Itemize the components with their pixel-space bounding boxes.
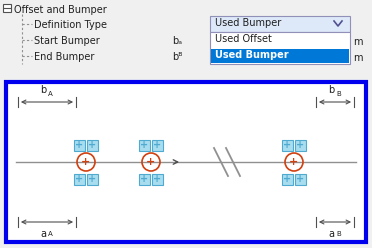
Text: Used Offset: Used Offset <box>215 34 272 44</box>
Bar <box>74 174 85 185</box>
Bar <box>210 16 350 32</box>
Text: +: + <box>89 174 97 184</box>
Text: +: + <box>141 174 148 184</box>
Bar <box>210 32 350 64</box>
Bar <box>295 139 306 151</box>
Text: a: a <box>40 229 46 239</box>
Bar <box>282 174 293 185</box>
Text: +: + <box>283 140 292 150</box>
Text: m: m <box>353 37 363 47</box>
Text: End Bumper: End Bumper <box>34 52 94 62</box>
Bar <box>6 82 366 242</box>
Text: b: b <box>40 85 46 95</box>
Text: +: + <box>76 174 84 184</box>
Text: Start Bumper: Start Bumper <box>34 36 100 46</box>
Text: +: + <box>146 157 155 167</box>
Text: Definition Type: Definition Type <box>34 20 107 30</box>
Text: Used Bumper: Used Bumper <box>215 19 281 29</box>
Bar <box>139 139 150 151</box>
Bar <box>87 139 98 151</box>
Text: +: + <box>89 140 97 150</box>
Text: +: + <box>153 140 161 150</box>
Bar <box>87 174 98 185</box>
Text: Offset and Bumper: Offset and Bumper <box>14 5 107 15</box>
Text: b: b <box>328 85 334 95</box>
Text: bᴮ: bᴮ <box>172 52 182 62</box>
Bar <box>74 139 85 151</box>
Text: +: + <box>283 174 292 184</box>
Bar <box>152 174 163 185</box>
Bar <box>152 139 163 151</box>
Text: +: + <box>76 140 84 150</box>
Text: A: A <box>48 91 53 97</box>
Text: B: B <box>336 91 341 97</box>
Text: Used Bumper: Used Bumper <box>215 51 289 61</box>
Bar <box>295 174 306 185</box>
Text: B: B <box>336 231 341 237</box>
Text: +: + <box>296 140 305 150</box>
Text: +: + <box>141 140 148 150</box>
Bar <box>139 174 150 185</box>
Bar <box>3 4 11 12</box>
Bar <box>211 49 349 63</box>
Text: bₐ: bₐ <box>172 36 182 46</box>
Bar <box>282 139 293 151</box>
Text: m: m <box>353 53 363 63</box>
Text: +: + <box>153 174 161 184</box>
Text: a: a <box>328 229 334 239</box>
Text: +: + <box>289 157 299 167</box>
Text: +: + <box>81 157 91 167</box>
Text: A: A <box>48 231 53 237</box>
Text: +: + <box>296 174 305 184</box>
